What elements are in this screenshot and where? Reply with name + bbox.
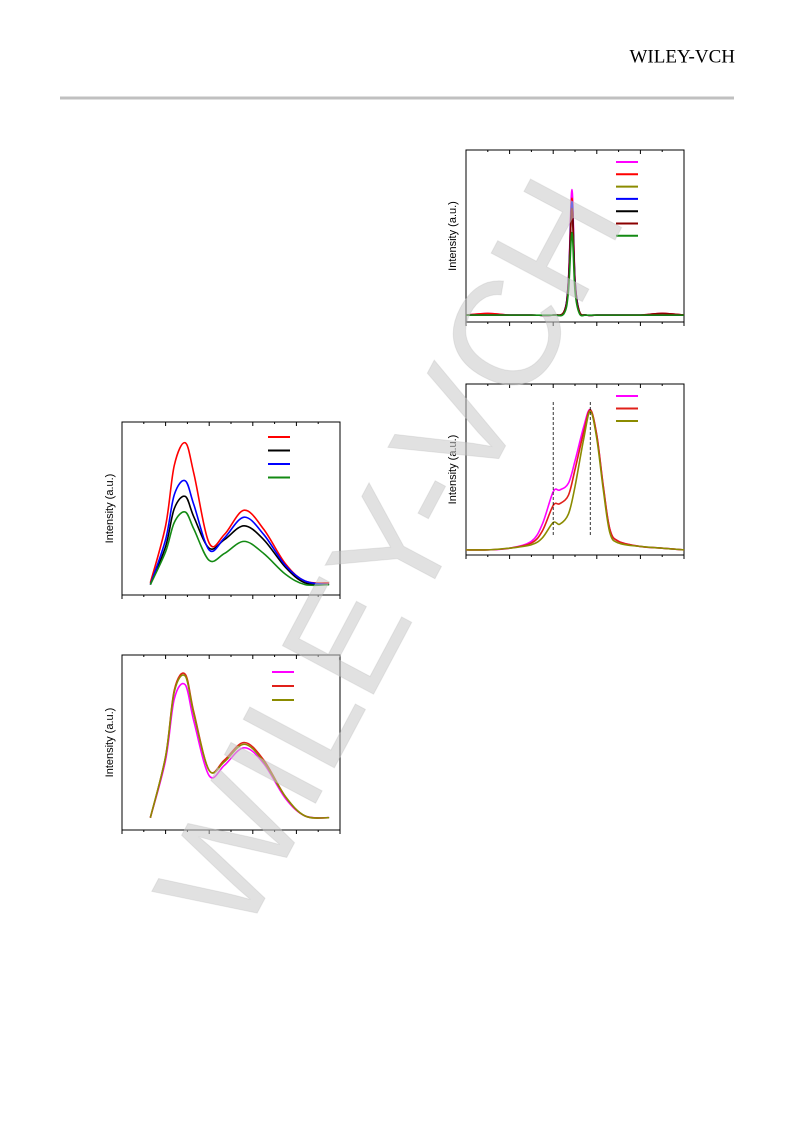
- y-axis-label: Intensity (a.u.): [104, 708, 116, 778]
- curve: [149, 441, 330, 584]
- curve: [149, 511, 330, 587]
- brand: WILEY-VCH: [629, 46, 735, 67]
- y-axis-label: Intensity (a.u.): [447, 435, 459, 505]
- curve: [149, 682, 330, 819]
- curve: [465, 410, 685, 551]
- curve: [465, 408, 685, 551]
- y-axis-label: Intensity (a.u.): [447, 201, 459, 271]
- curve: [149, 674, 330, 819]
- y-axis-label: Intensity (a.u.): [104, 474, 116, 544]
- curve: [149, 479, 330, 586]
- watermark: WILEY-VCH: [123, 153, 656, 956]
- curve: [466, 231, 684, 317]
